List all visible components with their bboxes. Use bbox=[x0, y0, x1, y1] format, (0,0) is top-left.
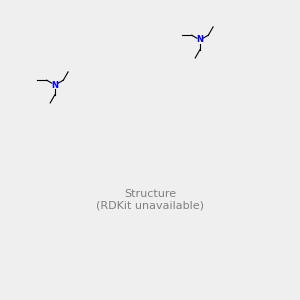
Text: N: N bbox=[196, 35, 203, 44]
Text: N: N bbox=[52, 80, 58, 89]
Text: Structure
(RDKit unavailable): Structure (RDKit unavailable) bbox=[96, 189, 204, 211]
